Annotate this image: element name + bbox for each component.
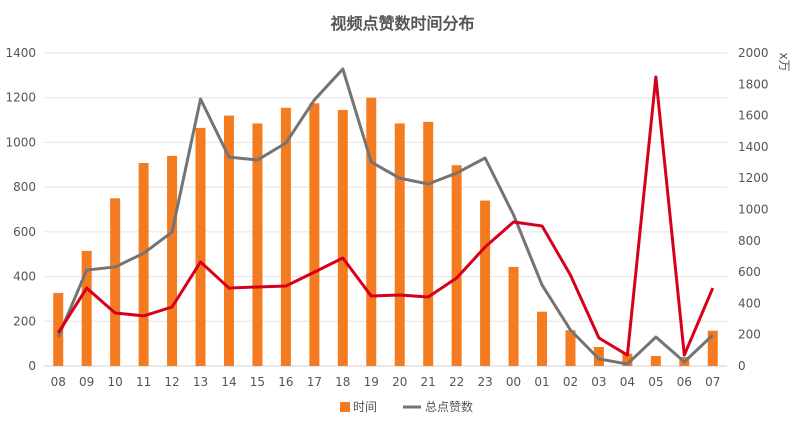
bar — [565, 330, 576, 366]
left-axis-tick: 1000 — [5, 135, 36, 149]
bar — [508, 266, 519, 366]
bar — [537, 311, 548, 366]
bar — [366, 97, 377, 366]
bar — [195, 127, 206, 367]
x-axis-tick: 08 — [51, 375, 66, 389]
x-axis-tick: 01 — [534, 375, 549, 389]
bar — [81, 250, 92, 366]
legend-bar-swatch — [340, 402, 350, 412]
legend-label: 总点赞数 — [425, 399, 473, 414]
bar — [309, 103, 320, 366]
bar — [53, 292, 64, 366]
x-axis-tick: 18 — [335, 375, 350, 389]
left-axis-tick: 0 — [28, 359, 36, 373]
bar — [280, 107, 291, 367]
chart-title: 视频点赞数时间分布 — [330, 14, 475, 33]
bar — [337, 110, 348, 366]
x-axis-tick: 11 — [136, 375, 151, 389]
x-axis-tick: 03 — [591, 375, 606, 389]
x-axis-tick: 23 — [477, 375, 492, 389]
left-axis-tick: 600 — [13, 225, 36, 239]
left-axis-tick: 1200 — [5, 91, 36, 105]
x-axis-tick: 15 — [250, 375, 265, 389]
right-axis-label: x万 — [777, 52, 791, 71]
x-axis-tick: 00 — [506, 375, 521, 389]
bar — [167, 155, 178, 366]
x-axis-tick: 07 — [705, 375, 720, 389]
bar — [707, 330, 718, 366]
legend-label: 时间 — [353, 400, 377, 414]
bar — [650, 355, 661, 366]
left-axis-tick: 1400 — [5, 46, 36, 60]
bar — [223, 115, 234, 366]
series-line — [56, 67, 714, 366]
x-axis-tick: 04 — [620, 375, 635, 389]
left-axis-tick: 400 — [13, 270, 36, 284]
bar — [138, 162, 149, 366]
bar — [110, 198, 121, 366]
right-axis-tick: 800 — [738, 234, 761, 248]
x-axis-tick: 09 — [79, 375, 94, 389]
bar — [423, 121, 434, 366]
x-axis-tick: 14 — [221, 375, 236, 389]
right-axis-tick: 2000 — [738, 46, 769, 60]
right-axis-tick: 1400 — [738, 140, 769, 154]
left-axis-tick: 800 — [13, 180, 36, 194]
right-axis-tick: 1600 — [738, 109, 769, 123]
right-axis-tick: 1200 — [738, 171, 769, 185]
x-axis-tick: 02 — [563, 375, 578, 389]
x-axis-tick: 13 — [193, 375, 208, 389]
series-line — [56, 75, 715, 357]
bar — [394, 123, 405, 366]
right-axis-tick: 400 — [738, 296, 761, 310]
x-axis-tick: 20 — [392, 375, 407, 389]
right-axis-tick: 200 — [738, 328, 761, 342]
x-axis-tick: 22 — [449, 375, 464, 389]
x-axis-tick: 17 — [307, 375, 322, 389]
bar — [622, 353, 633, 366]
bar — [480, 200, 491, 366]
bar — [451, 165, 462, 366]
x-axis-tick: 10 — [108, 375, 123, 389]
right-axis-tick: 0 — [738, 359, 746, 373]
x-axis-tick: 19 — [364, 375, 379, 389]
x-axis-tick: 12 — [164, 375, 179, 389]
right-axis-tick: 1800 — [738, 77, 769, 91]
left-axis-tick: 200 — [13, 314, 36, 328]
x-axis-tick: 16 — [278, 375, 293, 389]
x-axis-tick: 21 — [421, 375, 436, 389]
right-axis-tick: 600 — [738, 265, 761, 279]
bar — [593, 346, 604, 366]
right-axis-tick: 1000 — [738, 203, 769, 217]
x-axis-tick: 06 — [677, 375, 692, 389]
bar — [252, 123, 263, 366]
x-axis-tick: 05 — [648, 375, 663, 389]
